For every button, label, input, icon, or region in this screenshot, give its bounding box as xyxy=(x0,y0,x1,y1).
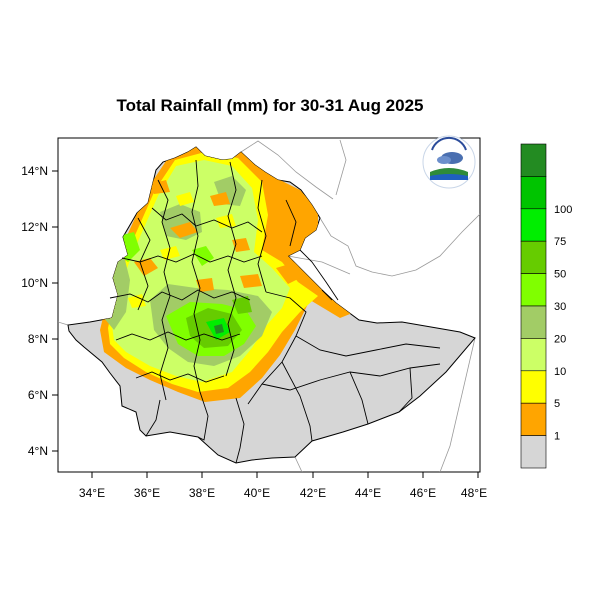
legend-label: 10 xyxy=(554,366,566,378)
rainfall-legend: 100 75 50 30 20 10 5 1 xyxy=(520,143,572,469)
legend-swatch xyxy=(520,402,547,436)
legend-label: 30 xyxy=(554,301,566,313)
lat-tick-label: 10°N xyxy=(21,276,48,290)
lon-tick-label: 34°E xyxy=(79,486,105,500)
legend-swatch xyxy=(520,273,547,307)
lat-tick-label: 4°N xyxy=(28,444,48,458)
legend-label: 1 xyxy=(554,431,560,443)
lon-tick-label: 44°E xyxy=(355,486,381,500)
legend-label: 50 xyxy=(554,269,566,281)
admin-boundaries xyxy=(109,159,441,464)
map-body xyxy=(58,139,480,472)
legend-label: 75 xyxy=(554,236,566,248)
lon-tick-label: 40°E xyxy=(244,486,270,500)
lat-tick-label: 8°N xyxy=(28,332,48,346)
lat-tick-label: 6°N xyxy=(28,388,48,402)
legend-label: 20 xyxy=(554,333,566,345)
map-title: Total Rainfall (mm) for 30-31 Aug 2025 xyxy=(116,96,424,115)
legend-label: 100 xyxy=(554,204,572,216)
lon-tick-label: 46°E xyxy=(410,486,436,500)
legend-swatch xyxy=(520,240,547,274)
legend-swatch xyxy=(520,208,547,242)
legend-swatch xyxy=(520,435,547,469)
axis-ticks xyxy=(52,170,479,478)
legend-swatch xyxy=(520,305,547,339)
lat-tick-label: 14°N xyxy=(21,164,48,178)
legend-swatch xyxy=(520,143,547,177)
lon-tick-label: 48°E xyxy=(461,486,487,500)
lat-tick-label: 12°N xyxy=(21,220,48,234)
lon-tick-label: 36°E xyxy=(134,486,160,500)
rainfall-fields xyxy=(100,147,355,402)
neighbour-boundaries xyxy=(58,139,480,472)
legend-swatch xyxy=(520,338,547,372)
legend-label: 5 xyxy=(554,398,560,410)
ethiopian-meteorology-institute-logo xyxy=(422,135,476,189)
lon-tick-label: 42°E xyxy=(300,486,326,500)
lon-tick-label: 38°E xyxy=(189,486,215,500)
legend-swatch xyxy=(520,370,547,404)
legend-swatch xyxy=(520,176,547,210)
